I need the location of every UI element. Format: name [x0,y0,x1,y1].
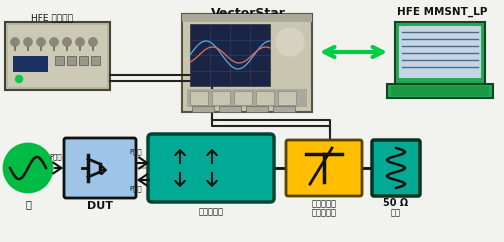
Bar [190,91,208,105]
Text: HFE MMSNT_LP: HFE MMSNT_LP [397,7,487,17]
Bar [182,14,312,112]
Text: VectorStar: VectorStar [211,7,285,20]
Bar [387,84,493,98]
Bar [395,22,485,84]
Circle shape [24,38,32,46]
Text: 负载: 负载 [391,208,401,217]
Text: P反射: P反射 [130,185,142,192]
Circle shape [36,38,45,46]
Circle shape [89,38,97,46]
Text: 源: 源 [25,199,31,209]
Bar [187,89,307,107]
Bar [27,46,29,51]
Text: 矩形耦合器: 矩形耦合器 [199,207,223,216]
Bar [273,106,295,112]
Circle shape [276,28,304,56]
Bar [79,46,81,51]
Bar [55,56,64,65]
FancyBboxPatch shape [64,138,136,198]
Circle shape [49,38,58,46]
Bar [40,46,42,51]
Text: P输出: P输出 [130,148,142,155]
Circle shape [16,76,23,83]
Circle shape [4,144,52,192]
Bar [391,86,489,96]
Circle shape [76,38,85,46]
Bar [67,56,76,65]
Bar [5,22,110,90]
Bar [13,56,48,72]
Text: DUT: DUT [87,201,113,211]
Text: 50 Ω: 50 Ω [384,198,409,208]
FancyBboxPatch shape [372,140,420,196]
Bar [219,106,241,112]
Circle shape [11,38,20,46]
Text: 负载调谐器: 负载调谐器 [311,208,337,217]
Bar [8,25,107,87]
Text: HFE 测试设备: HFE 测试设备 [31,13,73,22]
Bar [53,46,55,51]
Bar [246,106,268,112]
Bar [192,106,214,112]
Text: P输入: P输入 [50,153,62,160]
Bar [234,91,252,105]
Bar [92,46,94,51]
Bar [190,24,270,86]
Text: 被动或主动: 被动或主动 [311,199,337,208]
Bar [66,46,68,51]
Bar [256,91,274,105]
Bar [278,91,296,105]
Bar [79,56,88,65]
Bar [182,14,312,22]
Bar [91,56,100,65]
FancyBboxPatch shape [148,134,274,202]
Bar [212,91,230,105]
Bar [399,26,481,78]
Bar [14,46,16,51]
Circle shape [62,38,72,46]
FancyBboxPatch shape [286,140,362,196]
